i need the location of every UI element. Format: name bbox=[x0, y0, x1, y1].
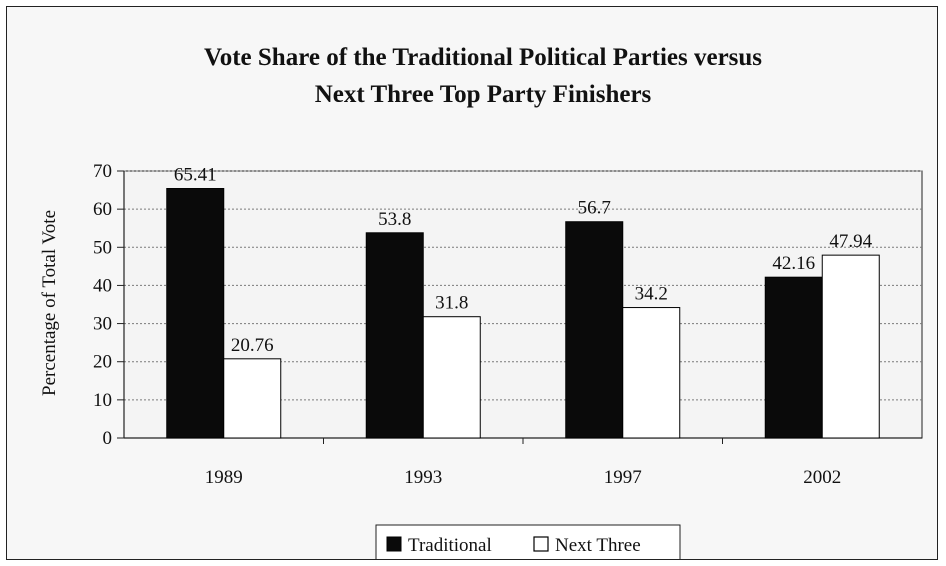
data-label-traditional: 65.41 bbox=[174, 165, 217, 186]
x-category-label: 2002 bbox=[803, 467, 841, 488]
data-label-next-three: 31.8 bbox=[435, 293, 468, 314]
y-tick-label: 50 bbox=[93, 237, 112, 258]
y-axis-title: Percentage of Total Vote bbox=[39, 210, 60, 396]
chart-title: Vote Share of the Traditional Political … bbox=[204, 44, 762, 108]
bar-chart: Vote Share of the Traditional Political … bbox=[39, 44, 923, 559]
legend-box bbox=[375, 524, 681, 559]
x-category-label: 1997 bbox=[604, 467, 642, 488]
chart-frame: Vote Share of the Traditional Political … bbox=[6, 6, 938, 560]
bar-next-three bbox=[422, 316, 481, 439]
chart-title-line-1: Vote Share of the Traditional Political … bbox=[204, 44, 762, 71]
legend-swatch-traditional bbox=[386, 536, 402, 552]
y-tick-label: 20 bbox=[93, 352, 112, 373]
y-tick-label: 60 bbox=[93, 199, 112, 220]
bar-traditional bbox=[565, 221, 624, 439]
y-tick-label: 30 bbox=[93, 314, 112, 335]
x-category-label: 1993 bbox=[404, 467, 442, 488]
bar-next-three bbox=[223, 358, 282, 439]
y-tick-label: 0 bbox=[103, 428, 113, 449]
y-tick-label: 70 bbox=[93, 161, 112, 182]
chart-title-line-2: Next Three Top Party Finishers bbox=[315, 81, 652, 108]
legend-label-traditional: Traditional bbox=[408, 535, 492, 556]
bar-traditional bbox=[166, 188, 225, 439]
bar-traditional bbox=[365, 232, 424, 439]
data-label-traditional: 42.16 bbox=[772, 253, 815, 274]
legend-label-next-three: Next Three bbox=[555, 535, 641, 556]
x-category-label: 1989 bbox=[205, 467, 243, 488]
data-label-traditional: 53.8 bbox=[378, 209, 411, 230]
bar-next-three bbox=[821, 254, 880, 439]
bar-traditional bbox=[764, 276, 823, 439]
y-tick-label: 40 bbox=[93, 275, 112, 296]
data-label-traditional: 56.7 bbox=[578, 198, 611, 219]
data-label-next-three: 47.94 bbox=[829, 231, 872, 252]
bar-next-three bbox=[622, 307, 681, 439]
legend-swatch-next-three bbox=[533, 536, 549, 552]
legend: Traditional Next Three bbox=[375, 524, 681, 559]
data-label-next-three: 34.2 bbox=[635, 284, 668, 305]
y-tick-label: 10 bbox=[93, 390, 112, 411]
data-label-next-three: 20.76 bbox=[231, 335, 274, 356]
plot-area: 0 10 20 30 40 50 60 70 65.41 20.76 1989 53.8 31.8 199… bbox=[93, 161, 923, 488]
